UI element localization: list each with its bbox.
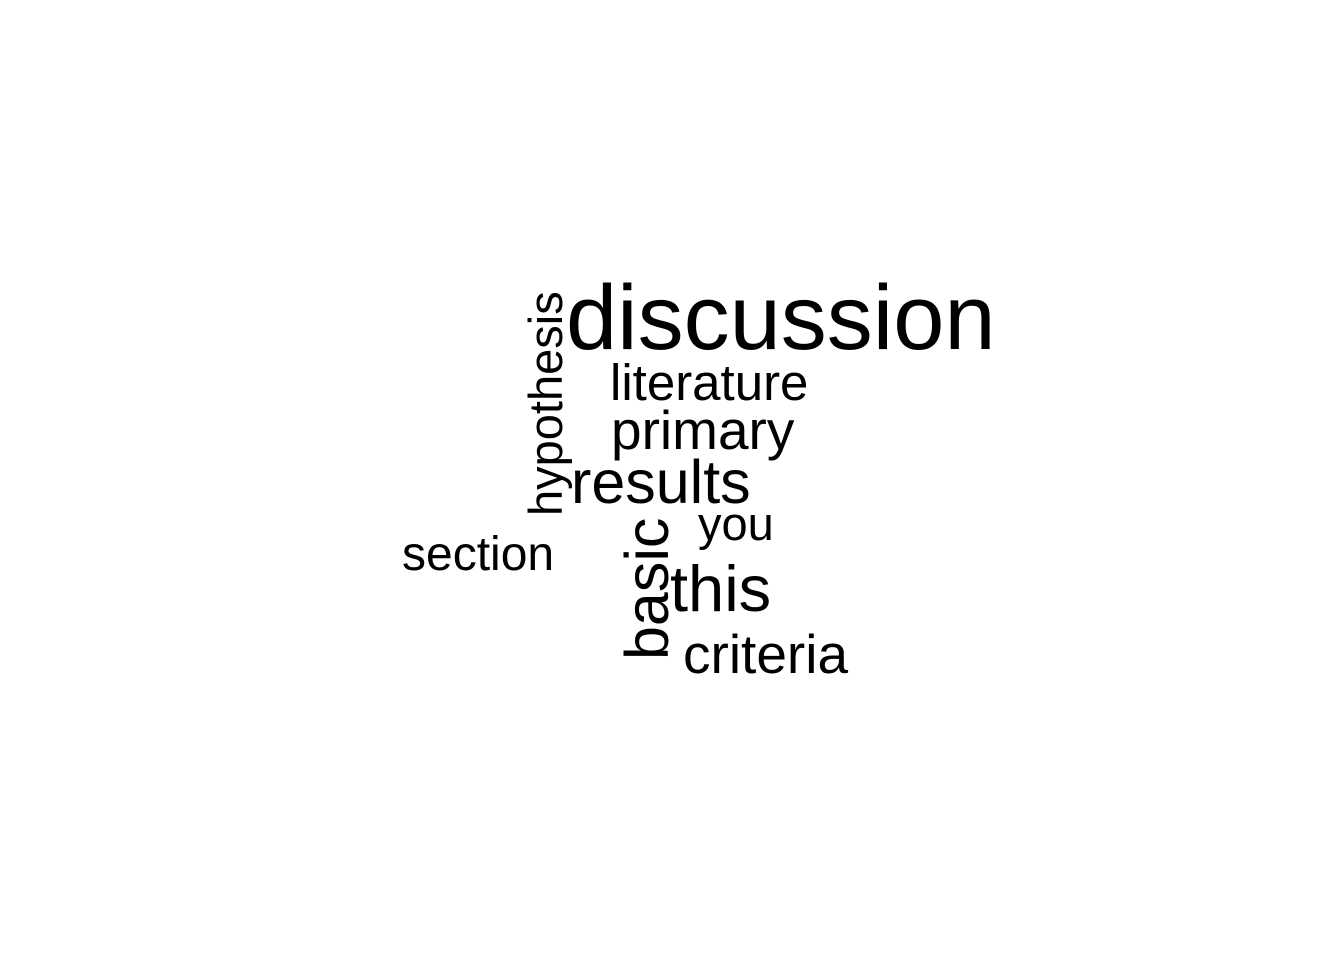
word-results: results	[571, 448, 751, 516]
word-hypothesis: hypothesis	[519, 291, 572, 516]
word-section: section	[402, 528, 555, 581]
word-criteria: criteria	[683, 623, 849, 685]
word-discussion: discussion	[566, 267, 996, 369]
word-you: you	[698, 497, 774, 550]
word-basic: basic	[613, 517, 681, 660]
word-primary: primary	[611, 399, 795, 461]
word-this: this	[670, 552, 772, 625]
word-literature: literature	[610, 354, 809, 411]
